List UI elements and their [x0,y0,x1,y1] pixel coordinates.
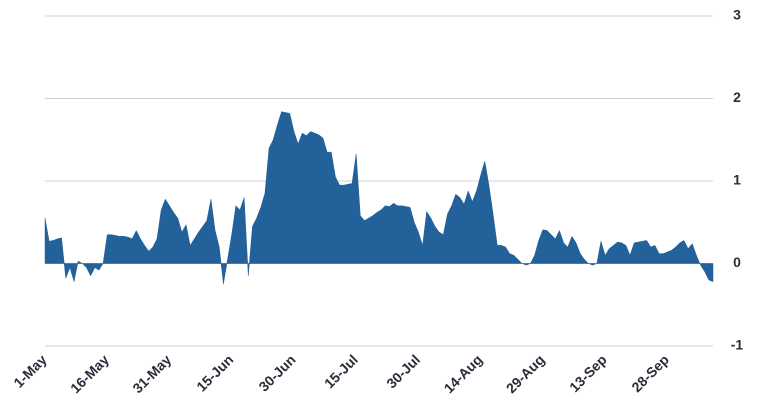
y-tick-label: -1 [731,337,744,353]
y-tick-label: 0 [733,254,741,270]
y-tick-label: 2 [733,89,741,105]
x-tick-label: 15-Jul [321,351,361,391]
area [44,111,714,285]
x-tick-label: 31-May [129,351,174,396]
x-tick-label: 16-May [67,351,112,396]
x-tick-label: 15-Jun [193,351,236,394]
x-tick-label: 29-Aug [503,351,548,396]
x-tick-label: 30-Jul [383,351,423,391]
x-tick-label: 30-Jun [255,351,298,394]
y-tick-label: 3 [733,7,741,23]
x-tick-label: 13-Sep [566,351,610,395]
x-tick-label: 14-Aug [441,351,486,396]
y-tick-label: 1 [733,172,741,188]
x-tick-label: 28-Sep [628,351,672,395]
x-tick-label: 1-May [10,351,50,391]
